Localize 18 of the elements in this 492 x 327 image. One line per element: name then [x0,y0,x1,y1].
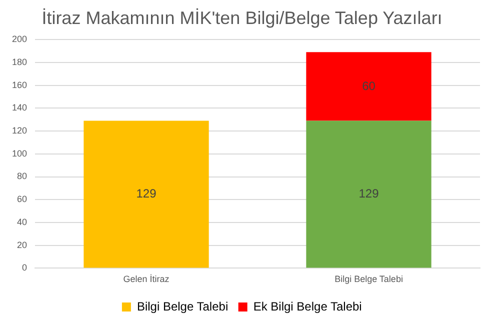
y-tick-label: 140 [12,102,28,113]
y-tick-label: 200 [12,34,28,44]
y-tick-label: 80 [17,171,28,182]
y-tick-label: 100 [12,148,28,158]
data-label: 129 [136,186,157,201]
chart-title: İtiraz Makamının MİK'ten Bilgi/Belge Talep Yazıları [42,8,442,28]
y-tick-label: 60 [17,194,28,204]
y-tick-label: 160 [12,80,28,90]
data-label: 60 [362,78,376,93]
legend-label: Bilgi Belge Talebi [136,299,228,314]
x-tick-label: Gelen İtiraz [123,274,170,284]
y-tick-label: 0 [22,262,28,273]
y-tick-label: 20 [17,240,28,250]
legend-label: Ek Bilgi Belge Talebi [253,299,362,314]
y-tick-label: 120 [12,126,28,136]
y-tick-label: 40 [17,216,28,227]
y-tick-label: 180 [12,56,28,67]
data-label: 129 [358,186,380,201]
